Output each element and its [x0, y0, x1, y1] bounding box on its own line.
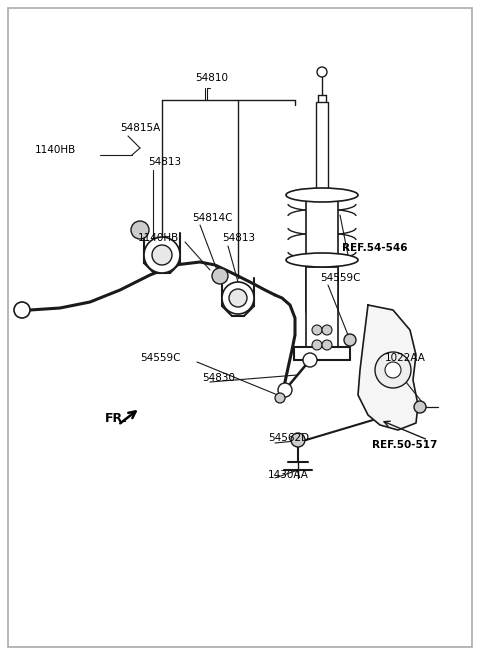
Text: 54559C: 54559C	[320, 273, 360, 283]
Circle shape	[212, 268, 228, 284]
Circle shape	[222, 282, 254, 314]
Text: 54813: 54813	[222, 233, 255, 243]
Circle shape	[312, 340, 322, 350]
Text: FR.: FR.	[105, 411, 128, 424]
Circle shape	[278, 383, 292, 397]
Text: 54559C: 54559C	[140, 353, 180, 363]
Circle shape	[275, 393, 285, 403]
Text: 1140HB: 1140HB	[35, 145, 76, 155]
Text: 54562D: 54562D	[268, 433, 309, 443]
Circle shape	[344, 334, 356, 346]
Text: 54815A: 54815A	[120, 123, 160, 133]
Text: REF.50-517: REF.50-517	[372, 440, 437, 450]
Circle shape	[322, 325, 332, 335]
Circle shape	[414, 401, 426, 413]
Text: 54813: 54813	[148, 157, 181, 167]
Bar	[306, 192, 338, 312]
Text: 54830: 54830	[202, 373, 235, 383]
Circle shape	[229, 289, 247, 307]
Text: 1140HB: 1140HB	[138, 233, 179, 243]
Circle shape	[375, 352, 411, 388]
Text: 54814C: 54814C	[192, 213, 232, 223]
Circle shape	[385, 362, 401, 378]
Bar	[316, 102, 328, 192]
Circle shape	[291, 433, 305, 447]
Ellipse shape	[286, 188, 358, 202]
Bar	[306, 267, 338, 347]
Circle shape	[303, 353, 317, 367]
Polygon shape	[358, 305, 418, 430]
Circle shape	[317, 67, 327, 77]
Circle shape	[144, 237, 180, 273]
Text: 1430AA: 1430AA	[268, 470, 309, 480]
Circle shape	[131, 221, 149, 239]
Text: 54810: 54810	[195, 73, 228, 83]
Circle shape	[312, 325, 322, 335]
Ellipse shape	[286, 253, 358, 267]
Circle shape	[322, 340, 332, 350]
Circle shape	[14, 302, 30, 318]
Text: 1022AA: 1022AA	[385, 353, 426, 363]
Circle shape	[152, 245, 172, 265]
Text: REF.54-546: REF.54-546	[342, 243, 408, 253]
